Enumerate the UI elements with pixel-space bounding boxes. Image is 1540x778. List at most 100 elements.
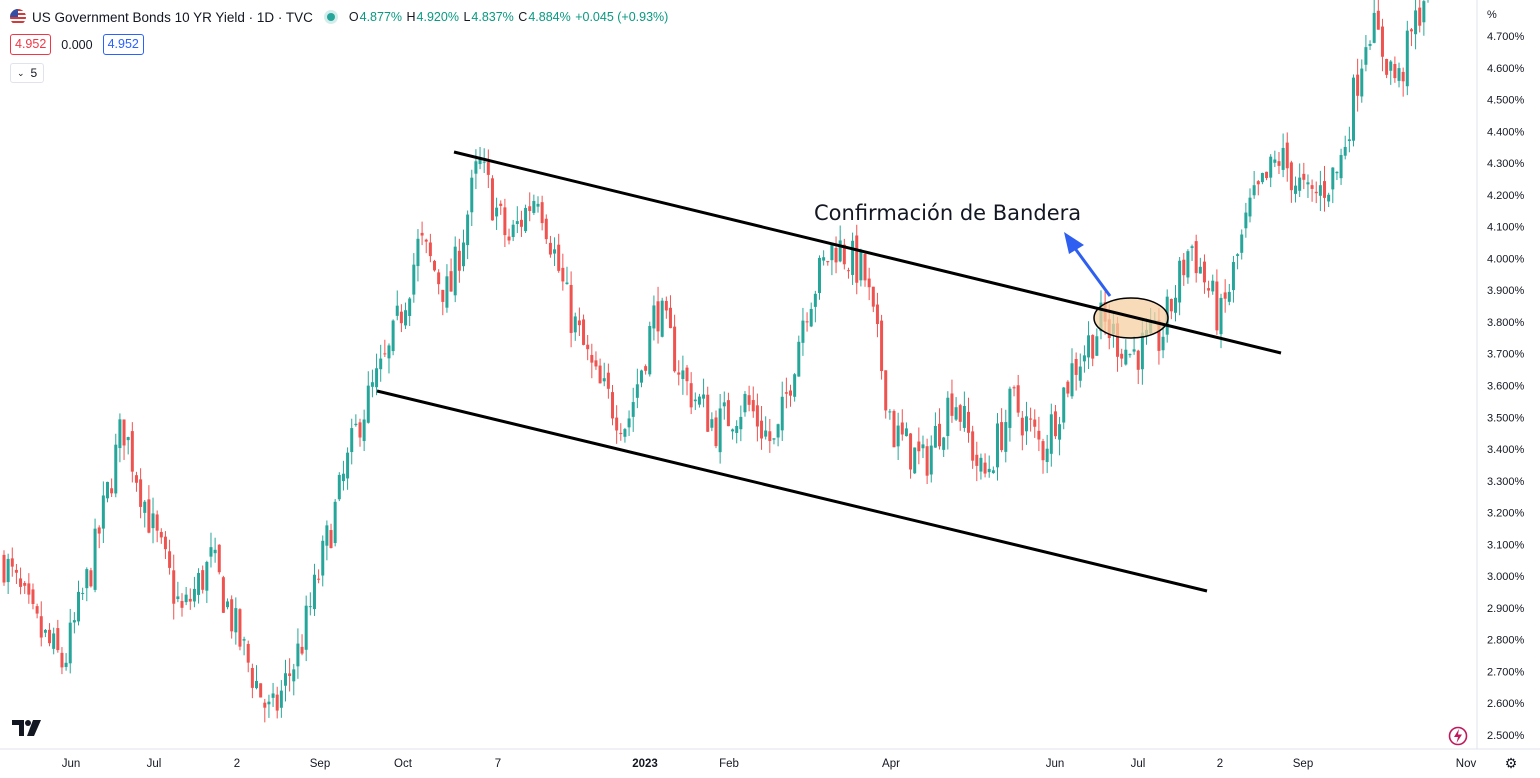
candle-body [197, 572, 201, 595]
candle-body [681, 370, 685, 379]
candle-body [379, 358, 383, 370]
pointer-arrow[interactable] [1064, 232, 1112, 297]
candle-body [1418, 7, 1422, 26]
candle-body [929, 445, 933, 475]
time-tick-label: Sep [310, 758, 330, 770]
lightning-icon[interactable] [1448, 726, 1468, 746]
candle-body [1252, 185, 1256, 196]
price-tick-label: 4.600% [1487, 63, 1525, 75]
candle-body [275, 694, 279, 711]
time-tick-label: Jul [147, 758, 162, 770]
price-tick-label: 4.700% [1487, 31, 1525, 43]
candle-body [693, 399, 697, 402]
candle-body [482, 161, 486, 163]
candle-body [598, 365, 602, 384]
candle-body [1223, 292, 1227, 299]
candle-body [768, 431, 772, 442]
market-status-icon [326, 13, 335, 21]
candle-body [1157, 319, 1161, 351]
candle-body [31, 589, 35, 604]
candle-body [110, 488, 114, 494]
candle-body [573, 316, 577, 333]
candle-body [909, 433, 913, 470]
candle-body [370, 382, 374, 387]
candle-body [615, 417, 619, 431]
candle-body [822, 257, 826, 261]
candle-body [519, 219, 523, 227]
candle-body [875, 304, 879, 325]
candle-body [325, 525, 329, 546]
candle-body [1285, 142, 1289, 169]
candle-body [1074, 358, 1078, 375]
candle-body [652, 305, 656, 329]
price-tick-label: 4.300% [1487, 158, 1525, 170]
symbol-title[interactable]: US Government Bonds 10 YR Yield · 1D · T… [32, 9, 313, 25]
candle-body [789, 390, 793, 396]
candle-body [524, 207, 528, 232]
candle-body [350, 428, 354, 453]
candle-body [441, 289, 445, 302]
candle-body [859, 251, 863, 281]
buy-button[interactable]: 4.952 [102, 34, 144, 55]
candle-body [619, 432, 623, 435]
candle-body [995, 423, 999, 468]
candle-body [1029, 418, 1033, 420]
candle-body [341, 473, 345, 482]
upper-channel-trendline[interactable] [453, 150, 1282, 355]
time-tick-label: 2023 [632, 758, 658, 770]
candle-body [673, 326, 677, 372]
candle-body [896, 425, 900, 447]
tradingview-logo-icon[interactable] [12, 718, 44, 738]
price-tick-label: 3.100% [1487, 539, 1525, 551]
candle-body [279, 690, 283, 708]
candle-body [126, 437, 130, 441]
candle-body [1132, 349, 1136, 352]
candle-body [230, 599, 234, 632]
candle-body [1161, 336, 1165, 351]
candle-body [805, 321, 809, 323]
candle-body [52, 633, 56, 649]
candle-body [1070, 363, 1074, 397]
candle-body [1095, 336, 1099, 356]
candle-body [308, 606, 312, 608]
candle-body [1244, 212, 1248, 229]
candle-body [772, 438, 776, 440]
candle-body [1289, 162, 1293, 191]
candle-body [221, 577, 225, 613]
candle-body [1281, 147, 1285, 170]
candle-body [954, 407, 958, 420]
candle-body [226, 601, 230, 608]
candle-body [375, 368, 379, 388]
annotation-text[interactable]: Confirmación de Bandera [814, 201, 1081, 225]
candle-body [1024, 416, 1028, 432]
candle-body [64, 662, 68, 667]
price-tick-label: 4.400% [1487, 126, 1525, 138]
candle-body [1136, 350, 1140, 370]
candle-body [967, 411, 971, 433]
candle-body [486, 162, 490, 175]
candle-body [1376, 10, 1380, 30]
price-tick-label: 4.200% [1487, 190, 1525, 202]
candle-body [333, 501, 337, 544]
candle-body [751, 400, 755, 412]
candle-body [1236, 254, 1240, 256]
candle-body [557, 244, 561, 271]
indicators-toggle[interactable]: ⌄ 5 [10, 63, 45, 83]
candle-body [14, 569, 18, 573]
sell-button[interactable]: 4.952 [10, 34, 52, 55]
candle-body [1248, 197, 1252, 217]
candle-body [1389, 61, 1393, 71]
candle-body [1066, 381, 1070, 394]
lower-channel-trendline[interactable] [376, 389, 1208, 593]
candle-body [391, 320, 395, 352]
candle-body [668, 307, 672, 329]
gear-icon[interactable]: ⚙ [1504, 755, 1518, 771]
candle-body [950, 393, 954, 416]
candle-body [503, 207, 507, 236]
candle-body [611, 392, 615, 419]
price-tick-label: 4.000% [1487, 253, 1525, 265]
candle-body [85, 569, 89, 589]
candle-body [1393, 63, 1397, 79]
candle-body [884, 370, 888, 411]
